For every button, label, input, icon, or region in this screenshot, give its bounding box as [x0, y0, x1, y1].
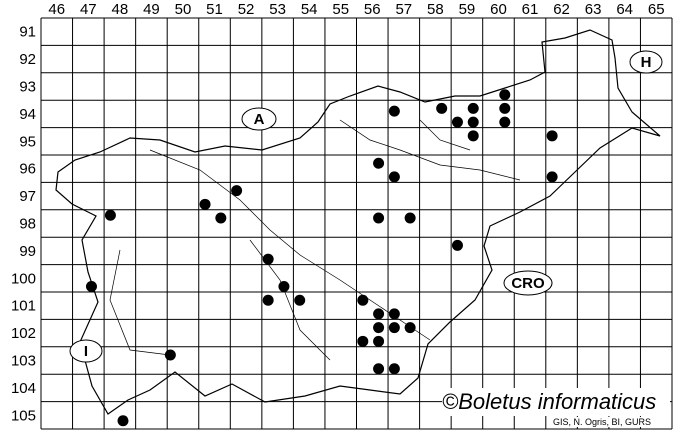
row-label: 93 — [19, 79, 36, 96]
column-label: 50 — [175, 1, 192, 18]
record-dot — [467, 102, 479, 114]
column-label: 54 — [301, 1, 318, 18]
row-label: 98 — [19, 216, 36, 233]
row-label: 97 — [19, 188, 36, 205]
record-dot — [499, 116, 511, 128]
column-label: 52 — [238, 1, 255, 18]
record-dot — [499, 89, 511, 101]
record-dot — [215, 212, 227, 224]
column-label: 61 — [522, 1, 539, 18]
row-label: 100 — [11, 270, 36, 287]
column-label: 65 — [648, 1, 665, 18]
row-labels: 91 92 93 94 95 96 97 98 99 100 101 102 103 104 105 — [11, 24, 36, 425]
column-label: 53 — [269, 1, 286, 18]
row-label: 99 — [19, 243, 36, 260]
record-dot — [546, 171, 558, 183]
country-border — [55, 29, 661, 415]
row-label: 102 — [11, 325, 36, 342]
record-dot — [373, 335, 385, 347]
column-label: 58 — [427, 1, 444, 18]
region-marker-italy — [69, 339, 103, 363]
column-label: 56 — [364, 1, 381, 18]
region-label-austria: A — [254, 111, 265, 128]
record-dot — [262, 294, 274, 306]
record-dot — [373, 157, 385, 169]
row-label: 92 — [19, 51, 36, 68]
grid — [40, 17, 673, 430]
column-label: 47 — [80, 1, 97, 18]
column-label: 59 — [459, 1, 476, 18]
record-dot — [388, 363, 400, 375]
row-label: 101 — [11, 298, 36, 315]
region-label-croatia: CRO — [511, 275, 545, 292]
source-text: GIS, N. Ogris, BI, GURS — [553, 417, 652, 427]
column-label: 49 — [143, 1, 160, 18]
column-label: 51 — [206, 1, 223, 18]
record-dot — [467, 116, 479, 128]
column-labels: 46 47 48 49 50 51 52 53 54 55 56 57 58 59 60 61 62 63 64 65 — [48, 1, 664, 18]
region-marker-hungary — [629, 50, 663, 74]
record-dot — [164, 349, 176, 361]
column-label: 57 — [395, 1, 412, 18]
row-label: 96 — [19, 161, 36, 178]
record-dot — [373, 212, 385, 224]
river — [109, 119, 521, 361]
record-dot — [373, 363, 385, 375]
record-dot — [546, 130, 558, 142]
row-label: 95 — [19, 133, 36, 150]
record-dot — [404, 212, 416, 224]
record-dot — [499, 102, 511, 114]
region-marker-austria — [241, 107, 277, 131]
record-dot — [373, 308, 385, 320]
record-dot — [231, 185, 243, 197]
region-marker-croatia — [503, 270, 553, 296]
credit-text: ©Boletus informaticus — [442, 388, 670, 416]
record-dot — [451, 116, 463, 128]
row-label: 94 — [19, 106, 36, 123]
column-label: 48 — [112, 1, 129, 18]
column-label: 62 — [553, 1, 570, 18]
record-dot — [199, 198, 211, 210]
record-dot — [357, 294, 369, 306]
record-dot — [436, 102, 448, 114]
record-dot — [278, 281, 290, 293]
record-dot — [388, 171, 400, 183]
row-label: 105 — [11, 407, 36, 424]
column-label: 55 — [332, 1, 349, 18]
region-label-italy: I — [84, 343, 88, 360]
record-dot — [467, 130, 479, 142]
region-label-hungary: H — [641, 54, 652, 71]
record-dot — [388, 322, 400, 334]
row-label: 104 — [11, 380, 36, 397]
record-markers — [85, 89, 558, 427]
record-dot — [294, 294, 306, 306]
column-label: 63 — [585, 1, 602, 18]
record-dot — [451, 239, 463, 251]
record-dot — [85, 281, 97, 293]
row-label: 91 — [19, 24, 36, 41]
record-dot — [404, 322, 416, 334]
column-label: 64 — [616, 1, 633, 18]
record-dot — [117, 415, 129, 427]
record-dot — [388, 308, 400, 320]
record-dot — [262, 253, 274, 265]
record-dot — [373, 322, 385, 334]
column-label: 46 — [48, 1, 65, 18]
row-label: 103 — [11, 353, 36, 370]
column-label: 60 — [490, 1, 507, 18]
record-dot — [357, 335, 369, 347]
record-dot — [104, 209, 116, 221]
record-dot — [388, 105, 400, 117]
